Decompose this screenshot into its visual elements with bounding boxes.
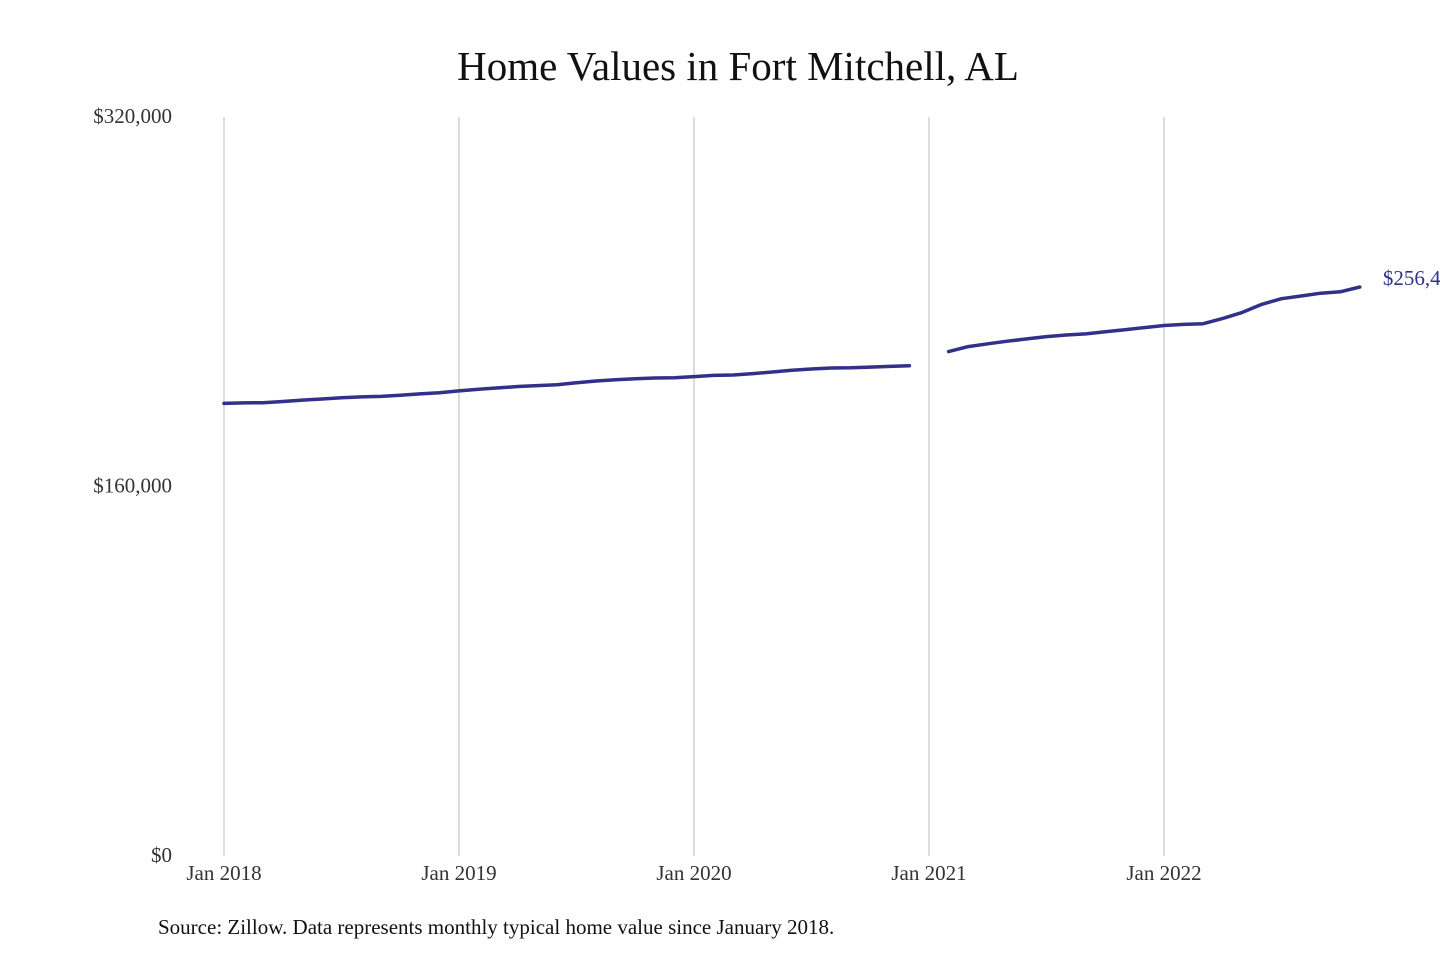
- x-tick-label: Jan 2020: [656, 861, 731, 885]
- x-tick-label: Jan 2018: [186, 861, 261, 885]
- series-line-segment-2: [946, 285, 1362, 354]
- x-tick-label: Jan 2019: [421, 861, 496, 885]
- y-tick-label: $0: [151, 843, 172, 867]
- chart-title: Home Values in Fort Mitchell, AL: [457, 43, 1019, 89]
- x-axis: Jan 2018 Jan 2019 Jan 2020 Jan 2021 Jan 2022: [186, 861, 1201, 885]
- y-axis: $0 $160,000 $320,000: [93, 104, 172, 867]
- source-note: Source: Zillow. Data represents monthly …: [158, 915, 835, 939]
- vertical-gridlines: [223, 117, 1165, 856]
- x-tick-label: Jan 2021: [891, 861, 966, 885]
- end-value-label: $256,422: [1383, 266, 1440, 290]
- series-line-segment-1: [222, 363, 912, 406]
- series-lines: [222, 285, 1362, 406]
- end-label-group: $256,422: [1383, 266, 1440, 290]
- x-tick-label: Jan 2022: [1126, 861, 1201, 885]
- y-tick-label: $160,000: [93, 474, 172, 498]
- y-tick-label: $320,000: [93, 104, 172, 128]
